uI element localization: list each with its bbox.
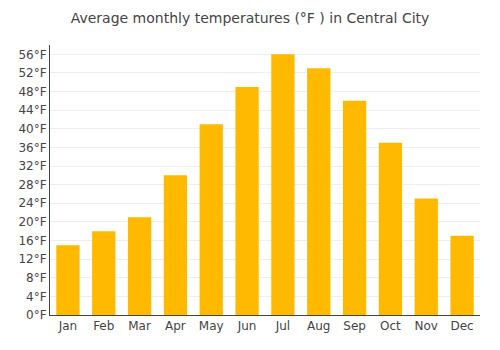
svg-text:4°F: 4°F	[26, 290, 47, 304]
svg-text:20°F: 20°F	[18, 215, 46, 229]
svg-text:May: May	[199, 319, 224, 333]
svg-text:16°F: 16°F	[18, 234, 46, 248]
svg-text:56°F: 56°F	[18, 48, 46, 62]
svg-text:32°F: 32°F	[18, 159, 46, 173]
svg-text:12°F: 12°F	[18, 252, 46, 266]
svg-text:0°F: 0°F	[26, 308, 47, 322]
svg-text:44°F: 44°F	[18, 103, 46, 117]
svg-text:Jul: Jul	[275, 319, 290, 333]
svg-text:Oct: Oct	[380, 319, 401, 333]
svg-text:8°F: 8°F	[26, 271, 47, 285]
svg-text:Feb: Feb	[93, 319, 114, 333]
svg-text:Dec: Dec	[450, 319, 473, 333]
svg-text:48°F: 48°F	[18, 85, 46, 99]
svg-text:Nov: Nov	[415, 319, 438, 333]
svg-text:Sep: Sep	[343, 319, 366, 333]
svg-text:Average monthly temperatures (: Average monthly temperatures (°F ) in Ce…	[71, 10, 430, 26]
svg-text:52°F: 52°F	[18, 66, 46, 80]
svg-text:Mar: Mar	[128, 319, 151, 333]
svg-text:Apr: Apr	[165, 319, 186, 333]
svg-text:Jan: Jan	[58, 319, 78, 333]
svg-text:36°F: 36°F	[18, 141, 46, 155]
svg-text:24°F: 24°F	[18, 196, 46, 210]
svg-text:Aug: Aug	[307, 319, 330, 333]
svg-text:40°F: 40°F	[18, 122, 46, 136]
svg-text:28°F: 28°F	[18, 178, 46, 192]
svg-text:Jun: Jun	[237, 319, 257, 333]
